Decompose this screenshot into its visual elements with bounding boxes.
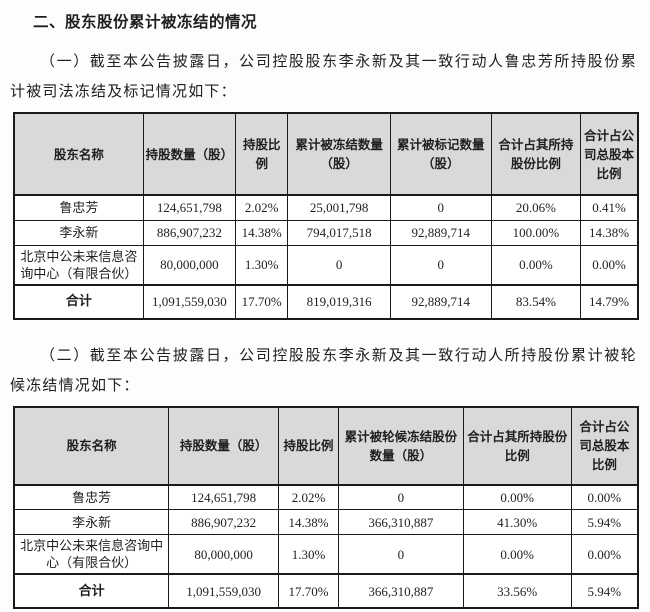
table-cell: 2.02%	[234, 194, 289, 221]
column-header: 持股比例	[234, 112, 289, 196]
column-header: 合计占公司总股本比例	[570, 406, 639, 486]
table-cell: 1,091,559,030	[168, 573, 280, 609]
paragraph-waiting-freeze-intro: （二）截至本公告披露日，公司控股股东李永新及其一致行动人所持股份累计被轮候冻结情…	[10, 347, 637, 394]
table-cell: 794,017,518	[287, 219, 391, 246]
table-cell: 100.00%	[490, 219, 582, 246]
table-cell: 0.00%	[570, 534, 639, 575]
column-header: 股东名称	[13, 112, 144, 196]
table-cell: 5.94%	[570, 573, 639, 609]
table-cell: 366,310,887	[337, 573, 464, 609]
table-cell: 2.02%	[278, 484, 339, 510]
table-cell: 14.79%	[580, 284, 639, 319]
shareholder-name-cell: 合计	[13, 573, 170, 609]
table-cell: 17.70%	[278, 573, 339, 609]
table-cell: 1.30%	[278, 534, 339, 575]
table-cell: 33.56%	[462, 573, 572, 609]
table-header-row: 股东名称 持股数量（股） 持股比例 累计被冻结数量（股） 累计被标记数量（股） 合计占其所…	[13, 112, 639, 196]
section-title: 二、股东股份累计被冻结的情况	[33, 13, 258, 31]
table-row: 李永新 886,907,232 14.38% 366,310,887 41.30% 5.9…	[13, 509, 639, 535]
table-cell: 886,907,232	[168, 509, 280, 535]
shareholder-name-cell: 合计	[13, 284, 144, 319]
table-row: 北京中公未来信息咨询中心（有限合伙） 80,000,000 1.30% 0 0.00% 0…	[13, 534, 639, 575]
table-cell: 124,651,798	[142, 194, 237, 221]
table-cell: 25,001,798	[287, 194, 391, 221]
table-cell: 366,310,887	[337, 509, 464, 535]
table-row: 李永新 886,907,232 14.38% 794,017,518 92,889,71…	[13, 219, 639, 246]
table-cell: 0	[337, 484, 464, 510]
shareholder-name-cell: 北京中公未来信息咨询中心（有限合伙）	[13, 244, 144, 285]
table-cell: 41.30%	[462, 509, 572, 535]
shareholder-name-cell: 李永新	[13, 219, 144, 246]
table-cell: 0.00%	[580, 244, 639, 285]
shareholder-name-cell: 鲁忠芳	[13, 194, 144, 221]
table-cell: 14.38%	[234, 219, 289, 246]
table-cell: 5.94%	[570, 509, 639, 535]
table-row: 鲁忠芳 124,651,798 2.02% 25,001,798 0 20.06% 0.41…	[13, 194, 639, 221]
table-cell: 124,651,798	[168, 484, 280, 510]
table-cell: 92,889,714	[389, 284, 492, 319]
table-cell: 0	[337, 534, 464, 575]
waiting-freeze-table: 股东名称 持股数量（股） 持股比例 累计被轮候冻结股份数量（股） 合计占其所持股份比例合…	[13, 405, 639, 609]
table-cell: 83.54%	[490, 284, 582, 319]
table-cell: 92,889,714	[389, 219, 492, 246]
table-cell: 20.06%	[490, 194, 582, 221]
table-cell: 1,091,559,030	[142, 284, 237, 319]
table-cell: 14.38%	[580, 219, 639, 246]
judicial-freeze-table: 股东名称 持股数量（股） 持股比例 累计被冻结数量（股） 累计被标记数量（股） 合计占其所…	[13, 112, 639, 320]
table-header-row: 股东名称 持股数量（股） 持股比例 累计被轮候冻结股份数量（股） 合计占其所持股份比例合…	[13, 406, 639, 486]
column-header: 累计被标记数量（股）	[389, 112, 492, 196]
column-header: 合计占其所持股份比例	[490, 112, 582, 196]
shareholder-name-cell: 鲁忠芳	[13, 484, 170, 510]
column-header: 持股数量（股）	[142, 112, 237, 196]
table-cell: 14.38%	[278, 509, 339, 535]
table-cell: 17.70%	[234, 284, 289, 319]
shareholder-name-cell: 北京中公未来信息咨询中心（有限合伙）	[13, 534, 170, 575]
total-row: 合计 1,091,559,030 17.70% 819,019,316 92,889,7…	[13, 284, 639, 319]
column-header: 合计占公司总股本比例	[580, 112, 639, 196]
table-row: 鲁忠芳 124,651,798 2.02% 0 0.00% 0.00%	[13, 484, 639, 510]
table-cell: 1.30%	[234, 244, 289, 285]
column-header: 持股比例	[278, 406, 339, 486]
table-cell: 886,907,232	[142, 219, 237, 246]
table-cell: 0	[287, 244, 391, 285]
table-cell: 0	[389, 194, 492, 221]
column-header: 累计被轮候冻结股份数量（股）	[337, 406, 464, 486]
table-cell: 0	[389, 244, 492, 285]
column-header: 持股数量（股）	[168, 406, 280, 486]
table-cell: 0.00%	[570, 484, 639, 510]
paragraph-judicial-freeze-intro: （一）截至本公告披露日，公司控股股东李永新及其一致行动人鲁忠芳所持股份累计被司法…	[10, 54, 637, 100]
table-cell: 80,000,000	[168, 534, 280, 575]
table-cell: 0.00%	[462, 484, 572, 510]
table-cell: 0.41%	[580, 194, 639, 221]
shareholder-name-cell: 李永新	[13, 509, 170, 535]
table-cell: 80,000,000	[142, 244, 237, 285]
table-row: 北京中公未来信息咨询中心（有限合伙） 80,000,000 1.30% 0 0 0.00%…	[13, 244, 639, 285]
column-header: 累计被冻结数量（股）	[287, 112, 391, 196]
column-header: 合计占其所持股份比例	[462, 406, 572, 486]
column-header: 股东名称	[13, 406, 170, 486]
table-cell: 819,019,316	[287, 284, 391, 319]
table-cell: 0.00%	[490, 244, 582, 285]
table-cell: 0.00%	[462, 534, 572, 575]
total-row: 合计 1,091,559,030 17.70% 366,310,887 33.56% 5.…	[13, 573, 639, 609]
